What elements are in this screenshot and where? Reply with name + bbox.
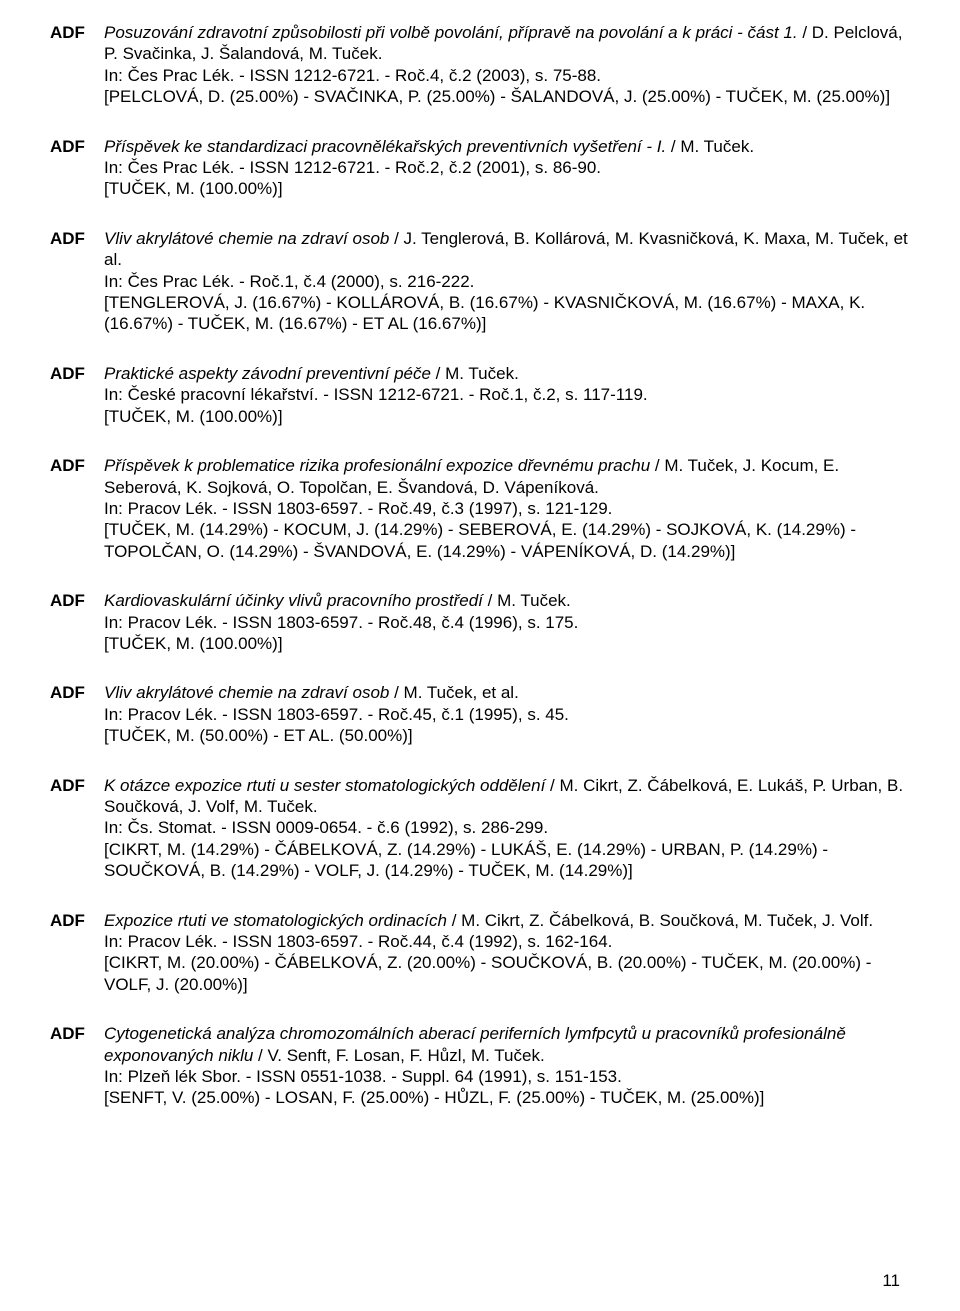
entry-title-line: Cytogenetická analýza chromozomálních ab…	[104, 1023, 910, 1066]
entry-title: Vliv akrylátové chemie na zdraví osob	[104, 229, 389, 248]
entry-body: Expozice rtuti ve stomatologických ordin…	[104, 910, 910, 996]
entry-authors: / M. Tuček, et al.	[389, 683, 518, 702]
entry-body: Praktické aspekty závodní preventivní pé…	[104, 363, 910, 427]
entry-title-line: Vliv akrylátové chemie na zdraví osob / …	[104, 682, 910, 703]
entry-tag: ADF	[50, 136, 104, 200]
entry-title: Vliv akrylátové chemie na zdraví osob	[104, 683, 389, 702]
entry-title: Praktické aspekty závodní preventivní pé…	[104, 364, 431, 383]
bibliography-entry: ADFPraktické aspekty závodní preventivní…	[50, 363, 910, 427]
entry-tag: ADF	[50, 910, 104, 996]
entry-allocation: [TUČEK, M. (50.00%) - ET AL. (50.00%)]	[104, 725, 910, 746]
entry-allocation: [CIKRT, M. (14.29%) - ČÁBELKOVÁ, Z. (14.…	[104, 839, 910, 882]
entry-body: Příspěvek ke standardizaci pracovnělékař…	[104, 136, 910, 200]
entry-body: Příspěvek k problematice rizika profesio…	[104, 455, 910, 562]
entry-allocation: [CIKRT, M. (20.00%) - ČÁBELKOVÁ, Z. (20.…	[104, 952, 910, 995]
entry-body: Posuzování zdravotní způsobilosti při vo…	[104, 22, 910, 108]
entry-title: Kardiovaskulární účinky vlivů pracovního…	[104, 591, 483, 610]
entry-title-line: Příspěvek ke standardizaci pracovnělékař…	[104, 136, 910, 157]
entry-title-line: Expozice rtuti ve stomatologických ordin…	[104, 910, 910, 931]
entry-allocation: [TUČEK, M. (14.29%) - KOCUM, J. (14.29%)…	[104, 519, 910, 562]
entry-source: In: Pracov Lék. - ISSN 1803-6597. - Roč.…	[104, 612, 910, 633]
bibliography-entry: ADFVliv akrylátové chemie na zdraví osob…	[50, 682, 910, 746]
entry-allocation: [TUČEK, M. (100.00%)]	[104, 406, 910, 427]
bibliography-entry: ADFVliv akrylátové chemie na zdraví osob…	[50, 228, 910, 335]
entry-title-line: Posuzování zdravotní způsobilosti při vo…	[104, 22, 910, 65]
entry-source: In: Plzeň lék Sbor. - ISSN 0551-1038. - …	[104, 1066, 910, 1087]
entry-tag: ADF	[50, 682, 104, 746]
entry-tag: ADF	[50, 228, 104, 335]
entry-source: In: Pracov Lék. - ISSN 1803-6597. - Roč.…	[104, 931, 910, 952]
entry-title: Příspěvek ke standardizaci pracovnělékař…	[104, 137, 666, 156]
entry-authors: / M. Cikrt, Z. Čábelková, B. Součková, M…	[447, 911, 873, 930]
entry-source: In: Pracov Lék. - ISSN 1803-6597. - Roč.…	[104, 704, 910, 725]
entry-tag: ADF	[50, 455, 104, 562]
entry-source: In: Čes Prac Lék. - ISSN 1212-6721. - Ro…	[104, 65, 910, 86]
entry-source: In: České pracovní lékařství. - ISSN 121…	[104, 384, 910, 405]
bibliography-entry: ADFPosuzování zdravotní způsobilosti při…	[50, 22, 910, 108]
entry-title: Příspěvek k problematice rizika profesio…	[104, 456, 650, 475]
bibliography-entry: ADFCytogenetická analýza chromozomálních…	[50, 1023, 910, 1109]
bibliography-entry: ADFPříspěvek ke standardizaci pracovnělé…	[50, 136, 910, 200]
entry-body: Cytogenetická analýza chromozomálních ab…	[104, 1023, 910, 1109]
entry-title-line: Praktické aspekty závodní preventivní pé…	[104, 363, 910, 384]
entry-body: Kardiovaskulární účinky vlivů pracovního…	[104, 590, 910, 654]
entry-source: In: Čes Prac Lék. - ISSN 1212-6721. - Ro…	[104, 157, 910, 178]
entry-title: Posuzování zdravotní způsobilosti při vo…	[104, 23, 798, 42]
entry-title-line: Kardiovaskulární účinky vlivů pracovního…	[104, 590, 910, 611]
entry-allocation: [TUČEK, M. (100.00%)]	[104, 633, 910, 654]
entry-source: In: Čes Prac Lék. - Roč.1, č.4 (2000), s…	[104, 271, 910, 292]
entry-title: K otázce expozice rtuti u sester stomato…	[104, 776, 545, 795]
entry-authors: / M. Tuček.	[483, 591, 571, 610]
entry-title-line: Příspěvek k problematice rizika profesio…	[104, 455, 910, 498]
entry-title: Expozice rtuti ve stomatologických ordin…	[104, 911, 447, 930]
bibliography-entry: ADFExpozice rtuti ve stomatologických or…	[50, 910, 910, 996]
bibliography-entry: ADFPříspěvek k problematice rizika profe…	[50, 455, 910, 562]
entry-body: Vliv akrylátové chemie na zdraví osob / …	[104, 682, 910, 746]
bibliography-entry: ADFK otázce expozice rtuti u sester stom…	[50, 775, 910, 882]
entry-tag: ADF	[50, 363, 104, 427]
entry-title-line: K otázce expozice rtuti u sester stomato…	[104, 775, 910, 818]
entry-allocation: [TENGLEROVÁ, J. (16.67%) - KOLLÁROVÁ, B.…	[104, 292, 910, 335]
entry-tag: ADF	[50, 22, 104, 108]
entry-allocation: [TUČEK, M. (100.00%)]	[104, 178, 910, 199]
entry-tag: ADF	[50, 590, 104, 654]
entry-body: K otázce expozice rtuti u sester stomato…	[104, 775, 910, 882]
entry-body: Vliv akrylátové chemie na zdraví osob / …	[104, 228, 910, 335]
entry-allocation: [SENFT, V. (25.00%) - LOSAN, F. (25.00%)…	[104, 1087, 910, 1108]
entry-source: In: Čs. Stomat. - ISSN 0009-0654. - č.6 …	[104, 817, 910, 838]
entry-authors: / M. Tuček.	[666, 137, 754, 156]
entry-allocation: [PELCLOVÁ, D. (25.00%) - SVAČINKA, P. (2…	[104, 86, 910, 107]
entry-tag: ADF	[50, 775, 104, 882]
entry-tag: ADF	[50, 1023, 104, 1109]
entry-source: In: Pracov Lék. - ISSN 1803-6597. - Roč.…	[104, 498, 910, 519]
entry-title-line: Vliv akrylátové chemie na zdraví osob / …	[104, 228, 910, 271]
entry-authors: / M. Tuček.	[431, 364, 519, 383]
bibliography-entry: ADFKardiovaskulární účinky vlivů pracovn…	[50, 590, 910, 654]
page-number: 11	[882, 1270, 900, 1291]
entry-authors: / V. Senft, F. Losan, F. Hůzl, M. Tuček.	[253, 1046, 544, 1065]
